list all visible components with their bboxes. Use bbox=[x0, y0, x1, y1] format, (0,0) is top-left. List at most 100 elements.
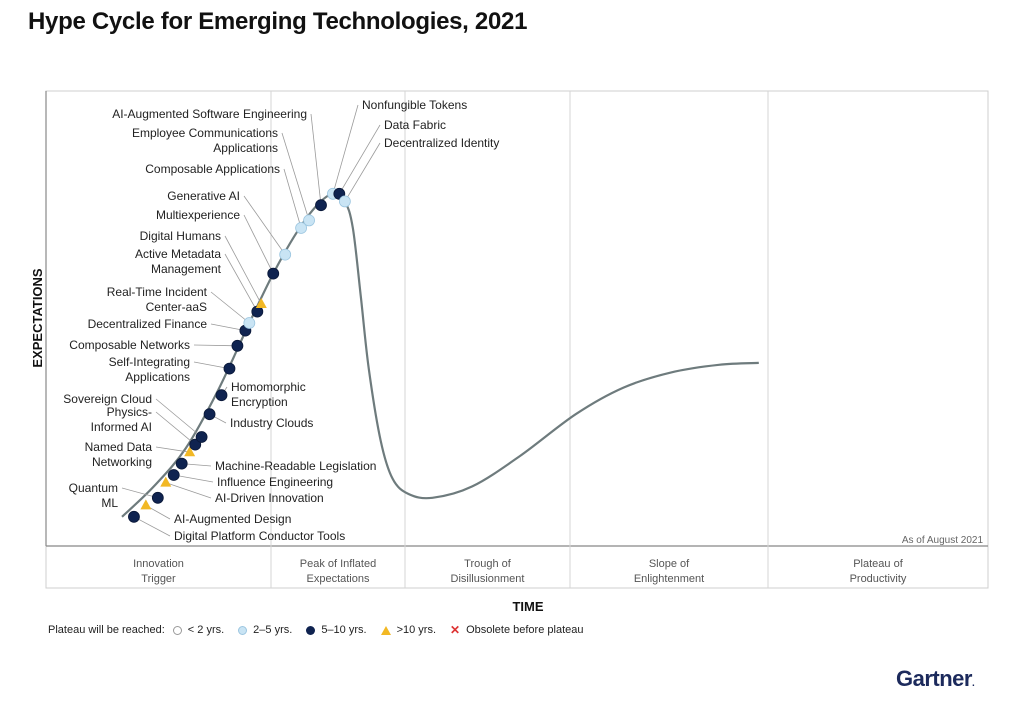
technology-label: Machine-Readable Legislation bbox=[215, 459, 376, 473]
technology-marker bbox=[128, 510, 140, 523]
technology-marker bbox=[303, 214, 315, 227]
legend-item-lt2: < 2 yrs. bbox=[172, 624, 225, 636]
leader-line bbox=[243, 195, 286, 255]
leader-line bbox=[155, 398, 202, 438]
leader-line bbox=[310, 113, 322, 206]
phase-label: Slope of Enlightenment bbox=[634, 558, 704, 585]
legend-label: < 2 yrs. bbox=[187, 624, 225, 636]
axis-titles: TIME EXPECTATIONS bbox=[30, 268, 544, 614]
phase-label: Peak of Inflated Expectations bbox=[300, 558, 376, 585]
technology-label: Active Metadata Management bbox=[135, 247, 222, 276]
leader-line bbox=[193, 344, 238, 347]
as-of-date: As of August 2021 bbox=[902, 535, 984, 546]
legend: Plateau will be reached: < 2 yrs. 2–5 yr… bbox=[48, 622, 597, 637]
phase-labels: Innovation Trigger Peak of Inflated Expecta… bbox=[133, 558, 907, 585]
technology-label: Influence Engineering bbox=[217, 475, 333, 489]
legend-item-2to5: 2–5 yrs. bbox=[238, 624, 292, 636]
chart-title: Hype Cycle for Emerging Technologies, 20… bbox=[28, 8, 528, 35]
phase-label: Plateau of Productivity bbox=[850, 558, 907, 585]
technology-label: Industry Clouds bbox=[230, 416, 313, 430]
circle-icon bbox=[306, 625, 316, 635]
technology-label: Named Data Networking bbox=[85, 440, 153, 469]
leader-line bbox=[283, 168, 302, 229]
leader-line bbox=[344, 142, 381, 202]
legend-intro: Plateau will be reached: bbox=[48, 624, 165, 636]
technology-marker bbox=[151, 491, 164, 504]
technology-label: AI-Driven Innovation bbox=[215, 491, 324, 505]
leader-line bbox=[243, 214, 274, 274]
leader-line bbox=[133, 516, 171, 537]
legend-label: 2–5 yrs. bbox=[253, 624, 293, 636]
technology-labels: Digital Platform Conductor Tools AI-Augme… bbox=[63, 98, 499, 543]
legend-item-obsolete: ✕ Obsolete before plateau bbox=[450, 622, 584, 637]
technology-label: Sovereign Cloud bbox=[63, 392, 152, 406]
technology-label: Generative AI bbox=[167, 189, 240, 203]
technology-label: Multiexperience bbox=[156, 208, 240, 222]
leader-line bbox=[281, 132, 310, 221]
leader-line bbox=[173, 474, 214, 483]
technology-marker bbox=[160, 476, 172, 487]
technology-marker bbox=[243, 317, 256, 329]
x-mark-icon: ✕ bbox=[450, 622, 461, 637]
technology-marker bbox=[279, 248, 292, 261]
legend-label: Obsolete before plateau bbox=[466, 624, 584, 636]
technology-label: Digital Humans bbox=[140, 229, 221, 243]
circle-icon bbox=[172, 625, 182, 635]
technology-marker bbox=[315, 199, 327, 212]
technology-label: Digital Platform Conductor Tools bbox=[174, 529, 345, 543]
leader-line bbox=[224, 235, 262, 305]
technology-label: Data Fabric bbox=[384, 118, 446, 132]
technology-label: Composable Applications bbox=[145, 162, 280, 176]
leader-line bbox=[338, 124, 381, 195]
technology-marker bbox=[215, 389, 228, 402]
technology-marker bbox=[338, 195, 351, 208]
leader-line bbox=[332, 104, 359, 194]
technology-marker bbox=[255, 298, 267, 308]
technology-label: Real-Time Incident Center-aaS bbox=[107, 285, 208, 314]
technology-label: AI-Augmented Design bbox=[174, 512, 291, 526]
leader-line bbox=[155, 446, 190, 453]
plot-frame: As of August 2021 bbox=[45, 90, 989, 589]
brand-name: Gartner bbox=[896, 666, 972, 691]
phase-label: Innovation Trigger bbox=[133, 558, 184, 585]
technology-label: AI-Augmented Software Engineering bbox=[112, 107, 307, 121]
y-axis-title: EXPECTATIONS bbox=[30, 268, 45, 368]
technology-markers bbox=[128, 187, 351, 523]
technology-marker bbox=[223, 362, 236, 375]
legend-label: 5–10 yrs. bbox=[321, 624, 367, 636]
leader-line bbox=[224, 253, 258, 312]
technology-label: Homomorphic Encryption bbox=[231, 380, 306, 409]
technology-label: Employee Communications Applications bbox=[132, 126, 278, 155]
technology-label: Nonfungible Tokens bbox=[362, 98, 467, 112]
leader-line bbox=[165, 482, 212, 499]
technology-marker bbox=[231, 339, 244, 352]
technology-label: Decentralized Identity bbox=[384, 136, 499, 150]
gartner-logo: Gartner. bbox=[896, 666, 975, 692]
technology-marker bbox=[203, 408, 216, 421]
technology-marker bbox=[140, 499, 152, 510]
legend-item-gt10: >10 yrs. bbox=[380, 624, 436, 636]
x-axis-title: TIME bbox=[512, 599, 543, 614]
technology-marker bbox=[195, 431, 208, 443]
technology-label: Composable Networks bbox=[69, 338, 190, 352]
label-leaders bbox=[121, 104, 381, 537]
technology-label: Decentralized Finance bbox=[88, 317, 208, 331]
technology-label: Self-Integrating Applications bbox=[109, 355, 190, 384]
triangle-icon bbox=[380, 625, 391, 635]
phase-label: Trough of Disillusionment bbox=[451, 558, 525, 585]
hype-cycle-chart: As of August 2021 Digital Platform Condu… bbox=[30, 90, 989, 614]
technology-marker bbox=[184, 446, 196, 457]
leader-line bbox=[155, 411, 196, 445]
technology-label: Quantum ML bbox=[69, 481, 119, 510]
technology-marker bbox=[175, 457, 188, 470]
leader-line bbox=[121, 487, 158, 499]
legend-item-5to10: 5–10 yrs. bbox=[306, 624, 367, 636]
leader-line bbox=[210, 291, 250, 324]
technology-label: Physics-Informed AI bbox=[91, 405, 152, 434]
brand-mark: . bbox=[971, 678, 975, 689]
leader-line bbox=[193, 361, 230, 369]
circle-icon bbox=[238, 625, 248, 635]
technology-marker bbox=[167, 469, 180, 481]
technology-marker bbox=[295, 222, 308, 234]
legend-label: >10 yrs. bbox=[396, 624, 436, 636]
